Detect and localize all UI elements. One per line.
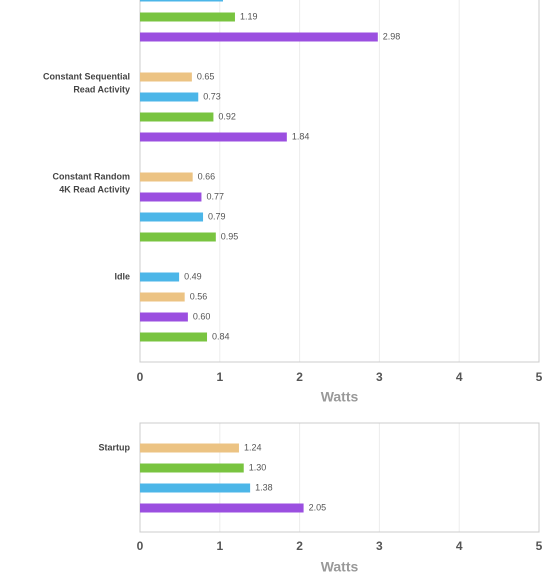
x-tick-label: 4 bbox=[456, 539, 463, 553]
x-tick-label: 2 bbox=[296, 539, 303, 553]
x-axis-label: Watts bbox=[321, 559, 359, 575]
bar bbox=[140, 0, 223, 2]
value-label: 1.38 bbox=[255, 482, 273, 492]
x-tick-label: 3 bbox=[376, 539, 383, 553]
x-tick-label: 1 bbox=[216, 370, 223, 384]
bar bbox=[140, 443, 239, 453]
plot-frame bbox=[139, 0, 540, 363]
x-axis-label: Watts bbox=[321, 389, 359, 405]
value-label: 2.98 bbox=[383, 31, 401, 41]
category-label: Startup bbox=[99, 442, 131, 452]
x-tick-label: 0 bbox=[137, 539, 144, 553]
bar bbox=[140, 132, 287, 142]
bar bbox=[140, 332, 208, 342]
category-label: Idle bbox=[114, 271, 130, 281]
value-label: 1.24 bbox=[244, 442, 262, 452]
category-label: 4K Read Activity bbox=[59, 184, 130, 194]
value-label: 0.56 bbox=[190, 291, 208, 301]
plot-frame bbox=[139, 422, 540, 533]
value-label: 0.60 bbox=[193, 311, 211, 321]
value-label: 0.66 bbox=[198, 171, 216, 181]
value-label: 0.79 bbox=[208, 211, 226, 221]
x-tick-label: 4 bbox=[456, 370, 463, 384]
x-tick-label: 1 bbox=[216, 539, 223, 553]
value-label: 1.30 bbox=[249, 462, 267, 472]
value-label: 1.84 bbox=[292, 131, 310, 141]
bar bbox=[140, 272, 180, 282]
bar bbox=[140, 503, 304, 513]
category-label: Read Activity bbox=[73, 84, 130, 94]
value-label: 0.92 bbox=[218, 111, 236, 121]
x-tick-label: 5 bbox=[536, 539, 543, 553]
x-tick-label: 2 bbox=[296, 370, 303, 384]
bar bbox=[140, 232, 216, 242]
bar bbox=[140, 312, 188, 322]
value-label: 0.84 bbox=[212, 331, 230, 341]
value-label: 0.95 bbox=[221, 231, 239, 241]
category-label: Constant Sequential bbox=[43, 71, 130, 81]
bar bbox=[140, 463, 244, 473]
bar bbox=[140, 483, 251, 493]
bar bbox=[140, 292, 185, 302]
value-label: 0.77 bbox=[206, 191, 224, 201]
bar bbox=[140, 212, 204, 222]
value-label: 0.65 bbox=[197, 71, 215, 81]
value-label: 2.05 bbox=[309, 502, 327, 512]
bar bbox=[140, 112, 214, 122]
value-label: 0.73 bbox=[203, 91, 221, 101]
x-tick-label: 5 bbox=[536, 370, 543, 384]
x-tick-label: 3 bbox=[376, 370, 383, 384]
bar bbox=[140, 12, 235, 22]
value-label: 0.49 bbox=[184, 271, 202, 281]
bar bbox=[140, 32, 378, 42]
category-label: Constant Random bbox=[53, 171, 131, 181]
value-label: 1.19 bbox=[240, 11, 258, 21]
value-label: 1.04 bbox=[228, 0, 246, 1]
bar bbox=[140, 92, 199, 102]
bar bbox=[140, 72, 192, 82]
x-tick-label: 0 bbox=[137, 370, 144, 384]
bar bbox=[140, 172, 193, 182]
bar bbox=[140, 192, 202, 202]
